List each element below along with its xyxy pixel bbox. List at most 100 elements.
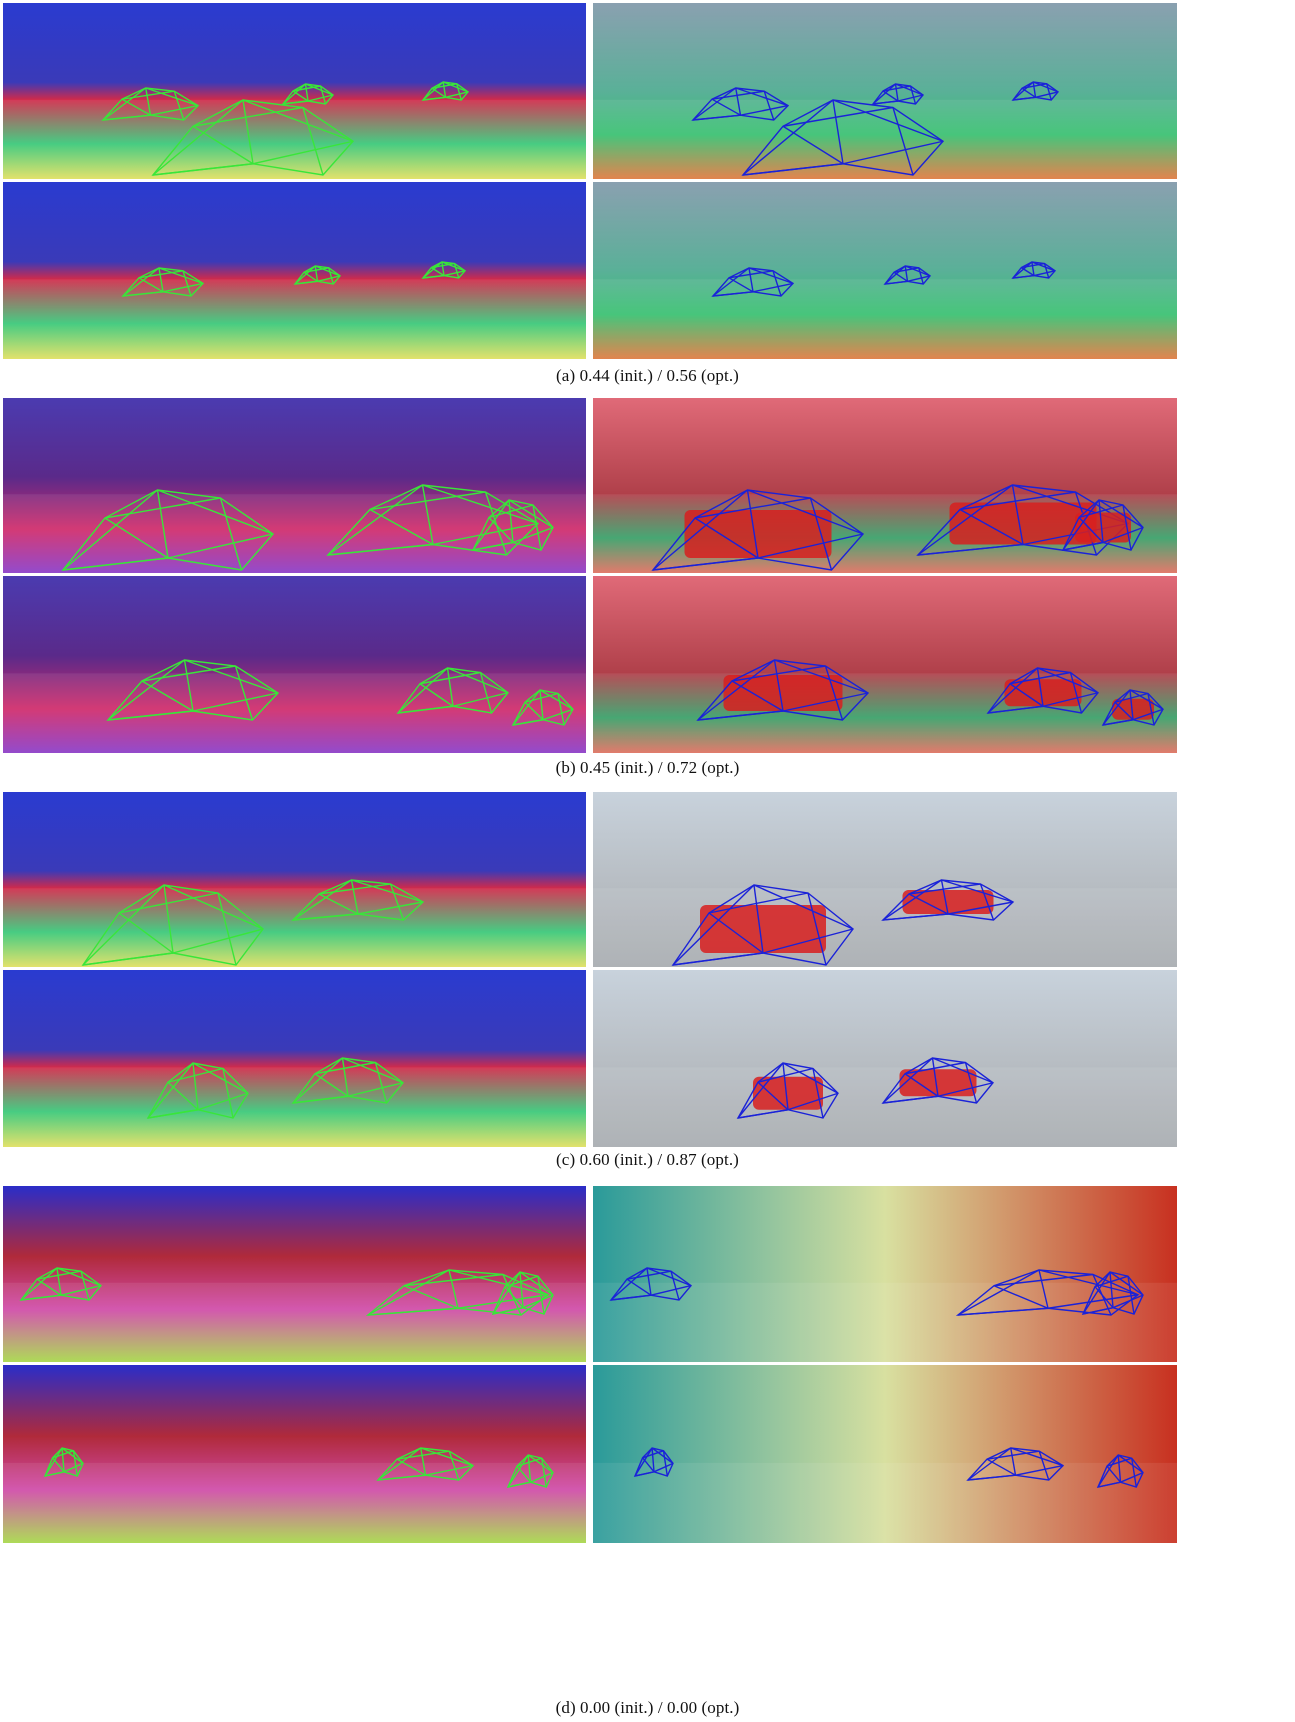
- image-c-init-right: [593, 792, 1177, 967]
- car-wireframe: [671, 884, 854, 966]
- car-wireframe: [609, 1267, 693, 1301]
- road-surface: [593, 673, 1177, 753]
- image-d-opt-left: [3, 1365, 586, 1543]
- depth-overlay: [593, 576, 1177, 753]
- depth-overlay: [593, 792, 1177, 967]
- car-wireframe: [741, 99, 945, 176]
- image-d-init-left: [3, 1186, 586, 1362]
- caption-b: (b) 0.45 (init.) / 0.72 (opt.): [555, 758, 740, 777]
- car-wireframe: [421, 261, 467, 279]
- car-wireframe: [871, 83, 925, 105]
- scene-visualization: [593, 792, 1177, 967]
- car-wireframe: [986, 667, 1100, 714]
- depth-overlay: [3, 398, 586, 573]
- road-surface: [593, 99, 1177, 179]
- road-surface: [3, 1462, 586, 1543]
- car-mask: [753, 1076, 823, 1110]
- image-b-init-left: [3, 398, 586, 573]
- car-wireframe: [396, 667, 510, 714]
- car-wireframe: [736, 1062, 839, 1119]
- scene-visualization: [593, 3, 1177, 179]
- car-wireframe: [633, 1447, 674, 1477]
- image-d-init-right: [593, 1186, 1177, 1362]
- car-wireframe: [881, 879, 1015, 921]
- car-mask: [1075, 512, 1131, 543]
- scene-visualization: [3, 3, 586, 179]
- image-d-opt-right: [593, 1365, 1177, 1543]
- scene-visualization: [3, 576, 586, 753]
- car-wireframe: [955, 1269, 1140, 1316]
- car-wireframe: [281, 83, 335, 105]
- image-a-init-right: [593, 3, 1177, 179]
- car-mask: [723, 675, 843, 711]
- car-mask: [899, 1069, 977, 1097]
- car-mask: [700, 905, 826, 953]
- car-wireframe: [291, 879, 425, 921]
- car-wireframe: [365, 1269, 550, 1316]
- car-mask: [902, 890, 994, 914]
- car-wireframe: [1096, 1454, 1144, 1488]
- car-wireframe: [101, 87, 200, 121]
- image-c-opt-right: [593, 970, 1177, 1147]
- car-wireframe: [19, 1267, 103, 1301]
- road-surface: [3, 888, 586, 967]
- scene-visualization: [593, 398, 1177, 573]
- scene-visualization: [3, 970, 586, 1147]
- car-wireframe: [651, 489, 865, 571]
- car-mask: [1004, 679, 1082, 707]
- car-wireframe: [121, 267, 205, 297]
- car-wireframe: [1101, 689, 1164, 726]
- car-wireframe: [61, 489, 275, 571]
- car-wireframe: [881, 1057, 995, 1104]
- depth-overlay: [3, 182, 586, 359]
- car-wireframe: [151, 99, 355, 176]
- car-wireframe: [376, 1447, 475, 1481]
- road-surface: [3, 99, 586, 179]
- car-wireframe: [471, 499, 554, 551]
- image-b-opt-right: [593, 576, 1177, 753]
- road-surface: [593, 888, 1177, 967]
- car-wireframe: [81, 884, 264, 966]
- car-mask: [949, 502, 1097, 545]
- image-a-opt-left: [3, 182, 586, 359]
- car-wireframe: [421, 81, 470, 101]
- road-surface: [3, 494, 586, 573]
- image-b-opt-left: [3, 576, 586, 753]
- road-surface: [3, 1067, 586, 1147]
- car-wireframe: [966, 1447, 1065, 1481]
- scene-visualization: [593, 182, 1177, 359]
- image-c-opt-left: [3, 970, 586, 1147]
- car-wireframe: [691, 87, 790, 121]
- image-c-init-left: [3, 792, 586, 967]
- image-a-init-left: [3, 3, 586, 179]
- scene-visualization: [593, 1186, 1177, 1362]
- car-mask: [684, 510, 832, 558]
- car-wireframe: [506, 1454, 554, 1488]
- car-wireframe: [106, 659, 280, 721]
- car-wireframe: [293, 265, 342, 285]
- scene-visualization: [593, 970, 1177, 1147]
- road-surface: [593, 1462, 1177, 1543]
- image-a-opt-right: [593, 182, 1177, 359]
- depth-overlay: [593, 182, 1177, 359]
- depth-overlay: [593, 1365, 1177, 1543]
- car-wireframe: [1061, 499, 1144, 551]
- scene-visualization: [3, 398, 586, 573]
- scene-visualization: [593, 1365, 1177, 1543]
- depth-overlay: [3, 970, 586, 1147]
- caption-d: (d) 0.00 (init.) / 0.00 (opt.): [555, 1698, 740, 1717]
- depth-overlay: [593, 970, 1177, 1147]
- scene-visualization: [3, 1365, 586, 1543]
- car-wireframe: [1081, 1271, 1144, 1315]
- car-wireframe: [43, 1447, 84, 1477]
- road-surface: [3, 279, 586, 359]
- scene-visualization: [3, 792, 586, 967]
- caption-c: (c) 0.60 (init.) / 0.87 (opt.): [556, 1150, 739, 1169]
- scene-visualization: [593, 576, 1177, 753]
- car-wireframe: [146, 1062, 249, 1119]
- car-wireframe: [291, 1057, 405, 1104]
- car-wireframe: [883, 265, 932, 285]
- car-wireframe: [696, 659, 870, 721]
- car-wireframe: [326, 484, 540, 556]
- car-mask: [1112, 698, 1154, 720]
